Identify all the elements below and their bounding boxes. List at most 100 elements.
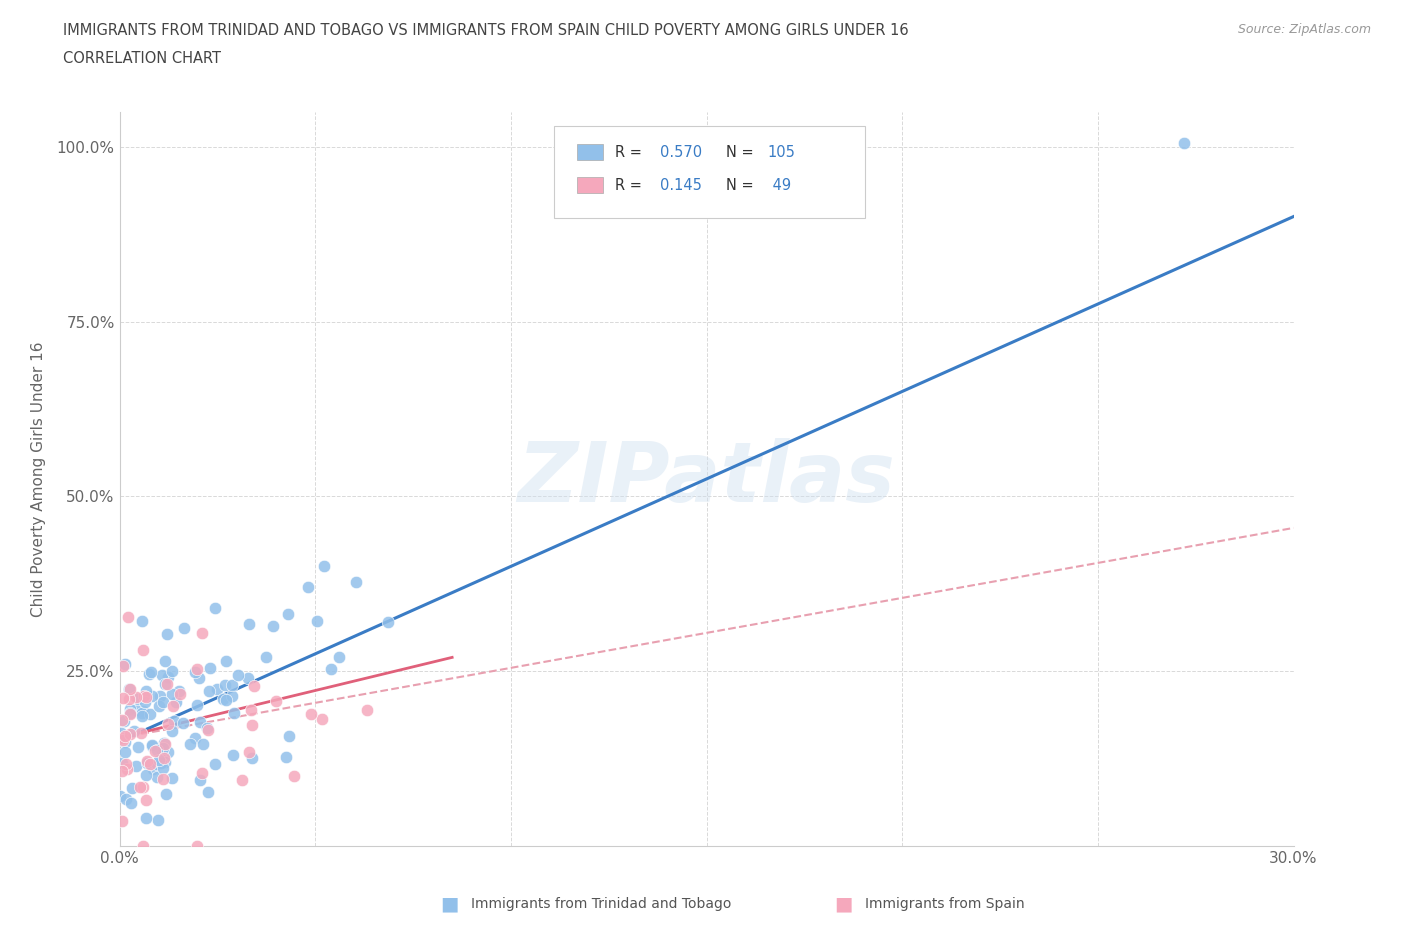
Point xyxy=(132,704,155,719)
Point xyxy=(160,724,183,738)
Point xyxy=(193,737,215,751)
Text: R =: R = xyxy=(614,178,647,193)
Point xyxy=(117,609,139,624)
Point xyxy=(190,773,212,788)
Point xyxy=(141,688,163,703)
Text: 0.145: 0.145 xyxy=(659,178,702,193)
Text: Source: ZipAtlas.com: Source: ZipAtlas.com xyxy=(1237,23,1371,36)
Point xyxy=(356,702,378,717)
Point xyxy=(197,723,219,737)
Point xyxy=(131,706,153,721)
Point xyxy=(172,715,194,730)
Point xyxy=(146,812,169,827)
Point xyxy=(146,743,169,758)
Point xyxy=(146,757,169,772)
Point xyxy=(132,689,155,704)
Point xyxy=(214,693,236,708)
Text: 49: 49 xyxy=(768,178,790,193)
Point xyxy=(231,772,253,787)
Point xyxy=(157,670,180,684)
Point xyxy=(156,627,179,642)
Point xyxy=(142,761,165,776)
Text: ZIPatlas: ZIPatlas xyxy=(517,438,896,520)
Point xyxy=(162,699,184,714)
Text: ■: ■ xyxy=(440,895,460,913)
Point xyxy=(226,668,249,683)
Point xyxy=(108,789,131,804)
Point xyxy=(160,686,183,701)
Text: Immigrants from Spain: Immigrants from Spain xyxy=(865,897,1025,911)
Point xyxy=(148,753,170,768)
Point xyxy=(148,698,170,713)
Text: ■: ■ xyxy=(834,895,853,913)
Point xyxy=(124,759,146,774)
Point xyxy=(115,756,138,771)
Point xyxy=(141,738,163,753)
Point xyxy=(112,732,135,747)
Point xyxy=(243,679,266,694)
Point xyxy=(135,690,157,705)
Point xyxy=(153,751,176,765)
Point xyxy=(186,698,208,713)
Point xyxy=(262,618,284,633)
Text: Immigrants from Trinidad and Tobago: Immigrants from Trinidad and Tobago xyxy=(471,897,731,911)
Point xyxy=(344,575,367,590)
Point xyxy=(204,757,226,772)
Point xyxy=(160,664,183,679)
Point xyxy=(112,733,135,748)
Point xyxy=(131,725,153,740)
Point xyxy=(153,654,176,669)
Point xyxy=(114,729,136,744)
Point xyxy=(155,755,177,770)
Point xyxy=(139,706,162,721)
Point xyxy=(305,613,328,628)
Point xyxy=(277,606,299,621)
Point xyxy=(328,650,350,665)
Bar xyxy=(578,177,603,193)
Point xyxy=(139,664,162,679)
Point xyxy=(169,686,191,701)
Point xyxy=(184,730,207,745)
Point xyxy=(134,694,156,709)
Point xyxy=(224,706,246,721)
Point xyxy=(266,694,288,709)
Point xyxy=(155,786,177,801)
Point xyxy=(111,756,134,771)
Point xyxy=(114,744,136,759)
Y-axis label: Child Poverty Among Girls Under 16: Child Poverty Among Girls Under 16 xyxy=(31,341,45,617)
Point xyxy=(120,796,142,811)
Point xyxy=(111,764,134,778)
Text: 0.570: 0.570 xyxy=(659,144,702,160)
Point xyxy=(111,712,134,727)
Point xyxy=(152,761,174,776)
Point xyxy=(221,688,243,703)
Point xyxy=(141,737,163,752)
Point xyxy=(120,707,142,722)
Point xyxy=(125,702,148,717)
Point xyxy=(112,713,135,728)
Point xyxy=(145,744,167,759)
Point xyxy=(195,720,218,735)
Point xyxy=(173,621,195,636)
Text: CORRELATION CHART: CORRELATION CHART xyxy=(63,51,221,66)
Point xyxy=(184,664,207,679)
Point xyxy=(118,691,141,706)
Point xyxy=(129,779,152,794)
Text: R =: R = xyxy=(614,144,647,160)
Point xyxy=(240,718,263,733)
Point xyxy=(188,715,211,730)
Text: IMMIGRANTS FROM TRINIDAD AND TOBAGO VS IMMIGRANTS FROM SPAIN CHILD POVERTY AMONG: IMMIGRANTS FROM TRINIDAD AND TOBAGO VS I… xyxy=(63,23,908,38)
Point xyxy=(127,739,149,754)
Bar xyxy=(578,144,603,160)
Point xyxy=(118,706,141,721)
Point xyxy=(240,702,263,717)
Point xyxy=(121,780,143,795)
Point xyxy=(153,735,176,750)
Point xyxy=(138,666,160,681)
Point xyxy=(276,749,298,764)
Point xyxy=(163,713,186,728)
Point xyxy=(238,744,260,759)
Point xyxy=(135,792,157,807)
Point xyxy=(254,649,277,664)
Point xyxy=(110,725,132,740)
